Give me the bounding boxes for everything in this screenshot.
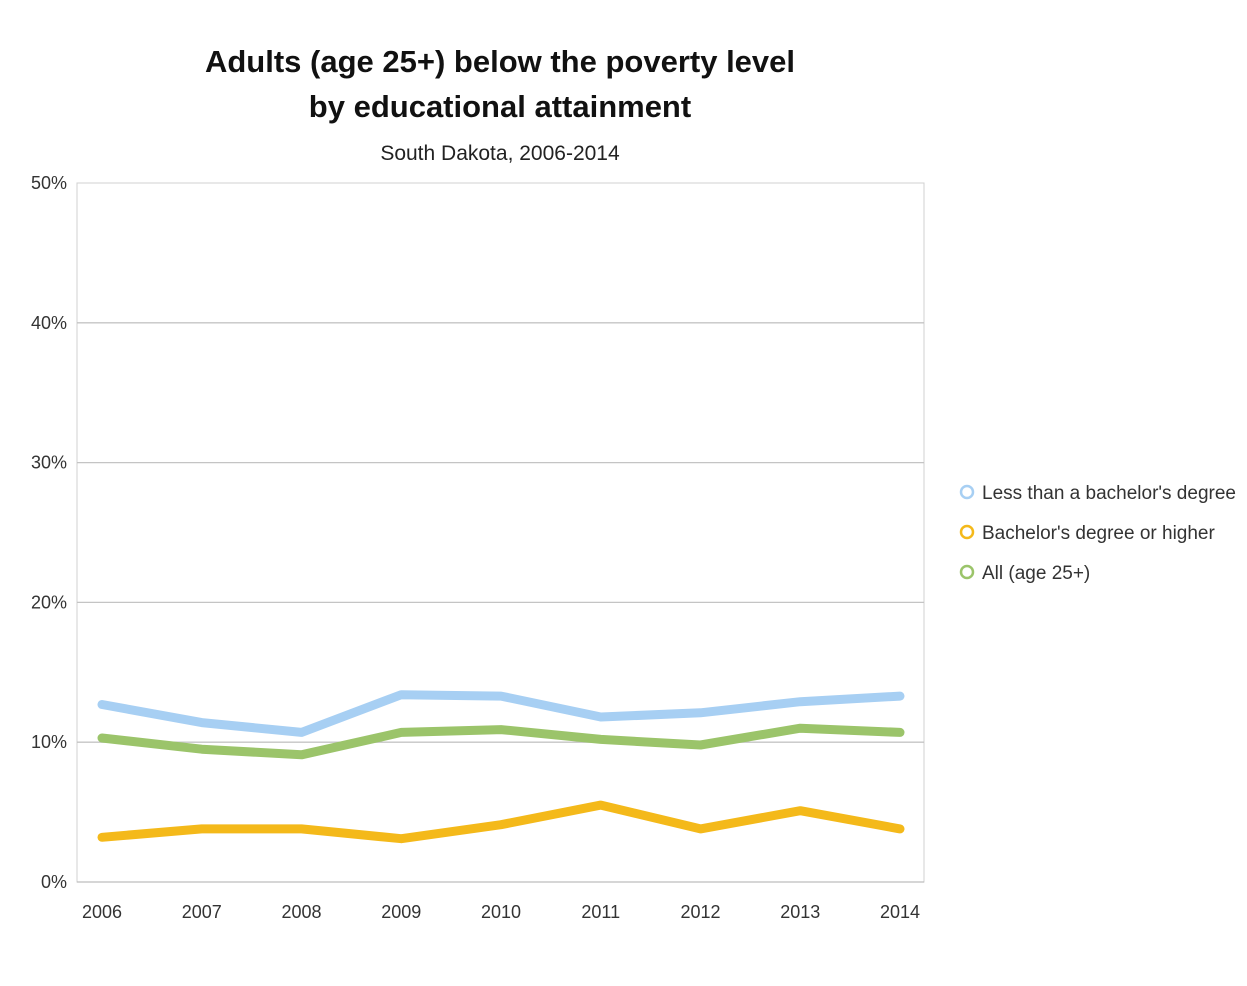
x-tick-label: 2014 (880, 902, 920, 922)
series-line-1 (97, 690, 905, 737)
plot-area (76, 182, 925, 883)
x-axis: 2006 2007 2008 2009 2010 2011 2012 2013 2014 (77, 881, 924, 922)
series-line-3 (97, 723, 905, 760)
series-line-2 (97, 800, 905, 844)
legend-marker-1 (959, 484, 975, 500)
grid-lines (77, 322, 924, 743)
plot-border (76, 182, 925, 883)
chart-title-line-2: by educational attainment (309, 89, 691, 124)
legend-label-2: Bachelor's degree or higher (982, 523, 1215, 544)
y-tick-label: 0% (41, 872, 67, 892)
x-tick-label: 2011 (581, 902, 620, 922)
chart-subtitle: South Dakota, 2006-2014 (380, 142, 620, 165)
x-tick-label: 2010 (481, 902, 521, 922)
x-tick-label: 2012 (680, 902, 720, 922)
legend-marker-2 (959, 524, 975, 540)
y-tick-label: 30% (31, 453, 67, 473)
x-tick-label: 2008 (281, 902, 321, 922)
x-tick-label: 2013 (780, 902, 820, 922)
y-tick-label: 40% (31, 313, 67, 333)
y-axis: 0% 10% 20% 30% 40% 50% (31, 173, 67, 892)
x-tick-label: 2007 (182, 902, 222, 922)
legend-label-1: Less than a bachelor's degree (982, 483, 1236, 504)
y-tick-label: 20% (31, 592, 67, 612)
legend-label-3: All (age 25+) (982, 563, 1090, 584)
legend-marker-3 (959, 564, 975, 580)
y-tick-label: 50% (31, 173, 67, 193)
legend: Less than a bachelor's degree Bachelor's … (959, 483, 1236, 584)
series-lines (97, 690, 905, 844)
chart-title-line-1: Adults (age 25+) below the poverty level (205, 44, 795, 79)
y-tick-label: 10% (31, 732, 67, 752)
x-tick-label: 2009 (381, 902, 421, 922)
x-tick-label: 2006 (82, 902, 122, 922)
